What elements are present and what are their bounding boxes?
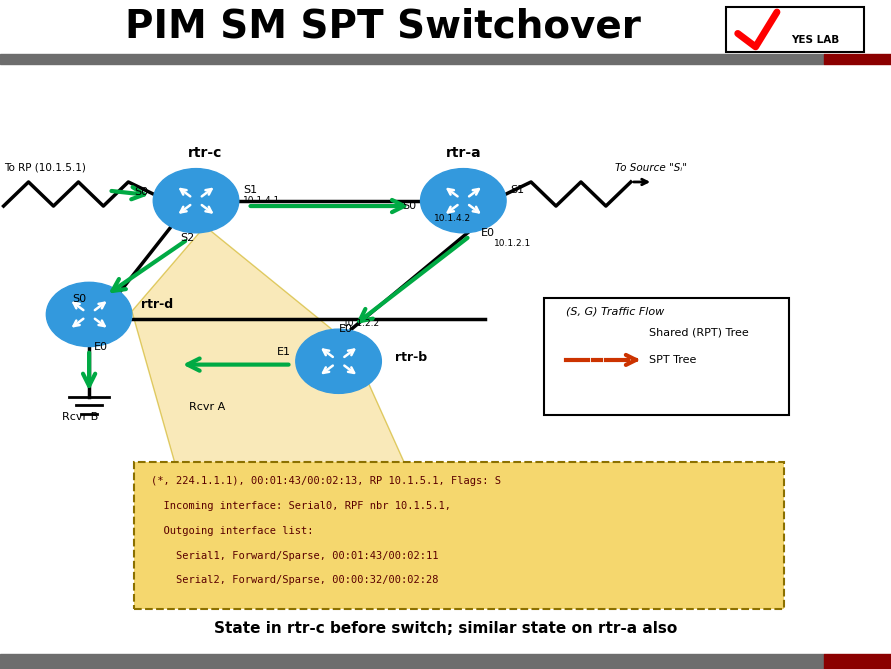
FancyBboxPatch shape: [726, 7, 864, 52]
Circle shape: [46, 282, 132, 347]
Text: Rcvr A: Rcvr A: [189, 402, 225, 412]
Text: To RP (10.1.5.1): To RP (10.1.5.1): [4, 163, 86, 173]
Text: Shared (RPT) Tree: Shared (RPT) Tree: [649, 328, 748, 337]
Text: rtr-c: rtr-c: [188, 146, 222, 159]
Text: E0: E0: [480, 228, 495, 238]
Text: To Source "Sᵢ": To Source "Sᵢ": [615, 163, 687, 173]
Text: 10.1.4.1: 10.1.4.1: [243, 196, 281, 205]
Text: rtr-d: rtr-d: [141, 298, 173, 310]
Text: YES LAB: YES LAB: [791, 35, 839, 45]
Text: Serial2, Forward/Sparse, 00:00:32/00:02:28: Serial2, Forward/Sparse, 00:00:32/00:02:…: [151, 575, 439, 585]
Text: 10.1.4.2: 10.1.4.2: [434, 214, 471, 223]
Text: PIM SM SPT Switchover: PIM SM SPT Switchover: [126, 8, 641, 45]
Circle shape: [153, 169, 239, 233]
Text: E1: E1: [277, 347, 291, 357]
Text: S1: S1: [511, 185, 525, 195]
Text: Serial1, Forward/Sparse, 00:01:43/00:02:11: Serial1, Forward/Sparse, 00:01:43/00:02:…: [151, 551, 439, 561]
Text: S0: S0: [72, 294, 86, 304]
Bar: [824, 654, 891, 669]
Text: 10.1.2.2: 10.1.2.2: [343, 319, 380, 328]
Text: E0: E0: [339, 324, 353, 334]
FancyBboxPatch shape: [134, 462, 784, 609]
Text: 10.1.2.1: 10.1.2.1: [494, 240, 531, 248]
Polygon shape: [132, 226, 410, 475]
Text: rtr-a: rtr-a: [446, 146, 481, 159]
Bar: [0, 654, 824, 669]
Circle shape: [296, 329, 381, 393]
Text: Rcvr B: Rcvr B: [62, 412, 98, 422]
Text: rtr-b: rtr-b: [395, 351, 427, 364]
Text: S2: S2: [180, 233, 194, 243]
Circle shape: [421, 169, 506, 233]
Text: E0: E0: [94, 342, 108, 352]
Text: Incoming interface: Serial0, RPF nbr 10.1.5.1,: Incoming interface: Serial0, RPF nbr 10.…: [151, 501, 452, 511]
Text: S1: S1: [243, 185, 257, 195]
FancyBboxPatch shape: [544, 298, 789, 415]
Bar: [824, 54, 891, 64]
Text: State in rtr-c before switch; similar state on rtr-a also: State in rtr-c before switch; similar st…: [214, 622, 677, 636]
Text: S0: S0: [402, 201, 416, 211]
Text: Outgoing interface list:: Outgoing interface list:: [151, 526, 314, 536]
Text: (*, 224.1.1.1), 00:01:43/00:02:13, RP 10.1.5.1, Flags: S: (*, 224.1.1.1), 00:01:43/00:02:13, RP 10…: [151, 476, 502, 486]
Text: S0: S0: [135, 187, 149, 197]
Text: SPT Tree: SPT Tree: [649, 355, 696, 365]
Bar: [0, 54, 824, 64]
Text: (S, G) Traffic Flow: (S, G) Traffic Flow: [566, 306, 664, 316]
